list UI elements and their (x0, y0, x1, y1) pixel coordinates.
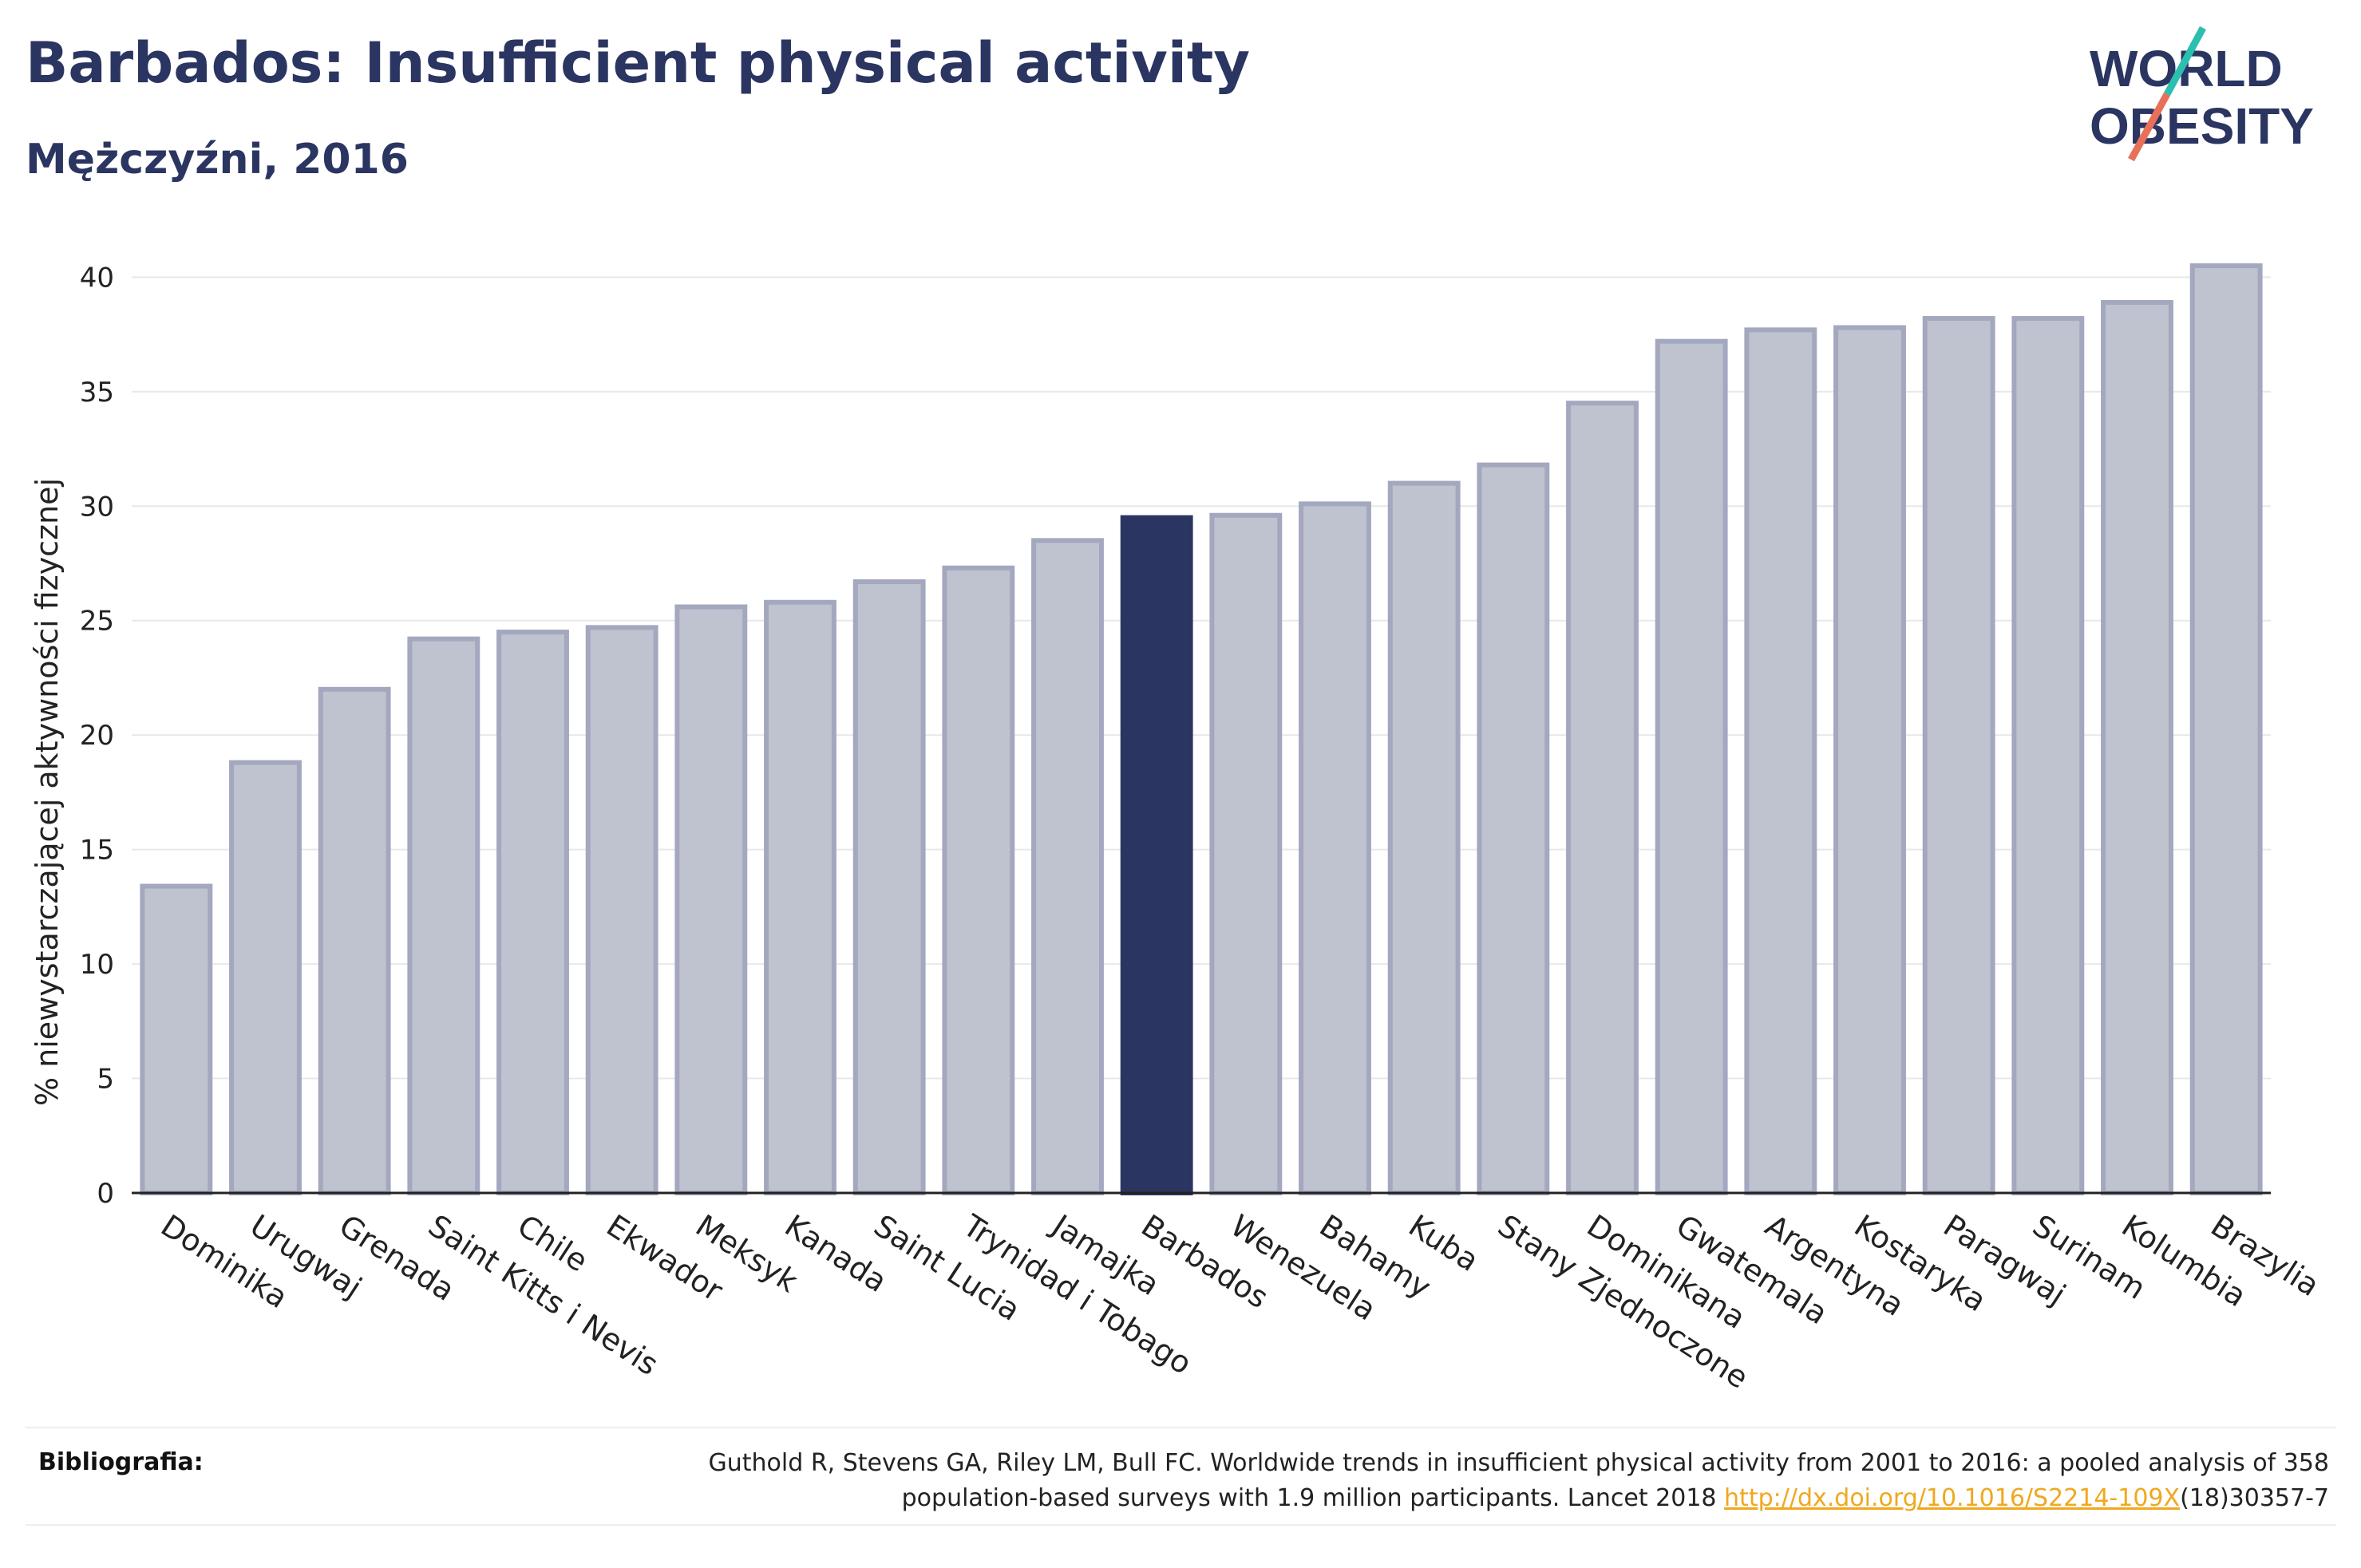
y-tick-label: 5 (97, 1064, 114, 1096)
y-tick-label: 10 (80, 949, 114, 981)
y-tick-label: 15 (80, 835, 114, 867)
logo-line1: WORLD (2090, 40, 2283, 97)
world-obesity-logo: WORLD OBESITY (2090, 26, 2314, 162)
bar-kolumbia (2101, 299, 2173, 1196)
bar-meksyk (674, 604, 748, 1195)
bar-trynidad-i-tobago (942, 565, 1015, 1195)
bar-chart: 0510152025303540DominikaUrugwajGrenadaSa… (30, 262, 2326, 1395)
chart-title: Barbados: Insufficient physical activity (26, 30, 1250, 96)
bar-surinam (2011, 316, 2085, 1195)
bar-chile (496, 630, 569, 1195)
bar-brazylia (2189, 263, 2263, 1195)
logo-slash-upper (2164, 26, 2206, 97)
y-tick-label: 40 (80, 262, 114, 294)
y-axis-label: % niewystarczającej aktywności fizycznej (30, 478, 65, 1106)
bar-paragwaj (1922, 316, 1995, 1195)
bar-kanada (764, 599, 836, 1195)
x-tick-label: Kanada (779, 1208, 893, 1299)
bar-grenada (318, 686, 391, 1195)
bar-wenezuela (1209, 512, 1283, 1195)
bibliography-line2: population-based surveys with 1.9 millio… (493, 1481, 2329, 1516)
y-tick-label: 20 (80, 720, 114, 752)
bar-bahamy (1299, 501, 1371, 1195)
doi-link[interactable]: http://dx.doi.org/10.1016/S2214-109X (1724, 1484, 2181, 1512)
bar-jamajka (1031, 538, 1104, 1195)
y-tick-label: 35 (80, 377, 114, 409)
bar-urugwaj (229, 760, 302, 1195)
bar-kuba (1387, 480, 1461, 1195)
bar-argentyna (1744, 327, 1817, 1196)
y-tick-label: 25 (80, 606, 114, 638)
bar-stany-zjednoczone (1477, 462, 1550, 1195)
bar-dominika (140, 883, 213, 1195)
y-tick-label: 30 (80, 491, 114, 523)
logo-slash-lower (2128, 92, 2170, 162)
bar-ekwador (585, 625, 658, 1195)
bar-kostaryka (1833, 325, 1906, 1195)
bibliography-line2-post: (18)30357-7 (2180, 1484, 2329, 1512)
footer-divider-bottom (26, 1524, 2336, 1526)
bar-gwatemala (1655, 338, 1728, 1196)
bar-barbados (1120, 515, 1193, 1195)
bibliography-text: Guthold R, Stevens GA, Riley LM, Bull FC… (493, 1446, 2329, 1516)
bar-dominikana (1566, 401, 1639, 1195)
chart-subtitle: Mężczyźni, 2016 (26, 136, 409, 184)
bibliography-line1: Guthold R, Stevens GA, Riley LM, Bull FC… (708, 1449, 2329, 1477)
y-tick-label: 0 (97, 1178, 114, 1210)
logo-line2: OBESITY (2090, 97, 2314, 155)
bibliography-label: Bibliografia: (38, 1448, 204, 1476)
footer-divider-top (26, 1427, 2336, 1428)
bar-saint-lucia (852, 579, 926, 1195)
bibliography-line2-pre: population-based surveys with 1.9 millio… (901, 1484, 1725, 1512)
bar-saint-kitts-i-nevis (407, 636, 481, 1195)
